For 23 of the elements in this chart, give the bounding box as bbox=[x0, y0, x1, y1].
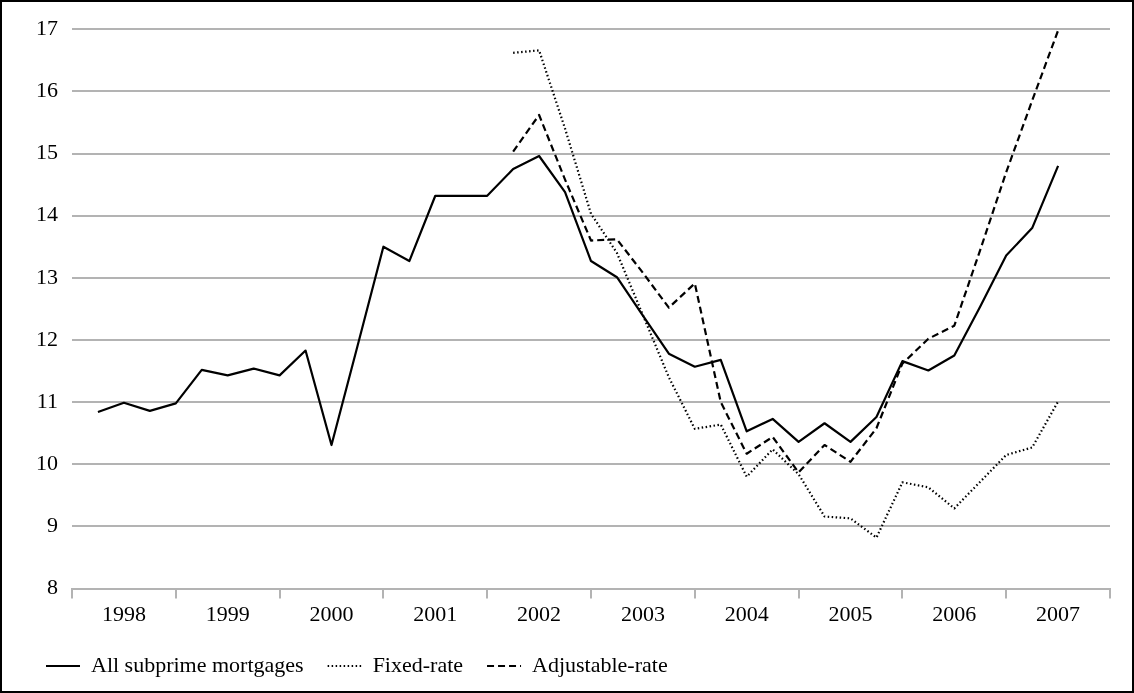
x-tick-label: 1999 bbox=[205, 600, 250, 626]
x-tick-label: 2001 bbox=[413, 600, 458, 626]
y-tick-label: 17 bbox=[36, 14, 58, 40]
y-tick-label: 14 bbox=[36, 201, 58, 227]
x-tick-label: 1998 bbox=[101, 600, 146, 626]
y-tick-label: 12 bbox=[36, 325, 58, 351]
x-tick-label: 2003 bbox=[620, 600, 665, 626]
legend-label: All subprime mortgages bbox=[91, 651, 304, 677]
x-tick-label: 2004 bbox=[724, 600, 769, 626]
legend-label: Fixed-rate bbox=[372, 651, 464, 677]
y-tick-label: 15 bbox=[36, 139, 58, 165]
x-tick-label: 2000 bbox=[309, 600, 354, 626]
legend-label: Adjustable-rate bbox=[532, 651, 668, 677]
y-tick-label: 8 bbox=[47, 574, 58, 600]
x-tick-label: 2007 bbox=[1036, 600, 1081, 626]
x-tick-label: 2002 bbox=[517, 600, 562, 626]
y-tick-label: 10 bbox=[36, 450, 58, 476]
y-tick-label: 16 bbox=[36, 77, 58, 103]
y-tick-label: 9 bbox=[47, 512, 58, 538]
y-tick-label: 13 bbox=[36, 263, 58, 289]
x-tick-label: 2006 bbox=[932, 600, 977, 626]
x-tick-label: 2005 bbox=[828, 600, 873, 626]
y-tick-label: 11 bbox=[36, 387, 58, 413]
